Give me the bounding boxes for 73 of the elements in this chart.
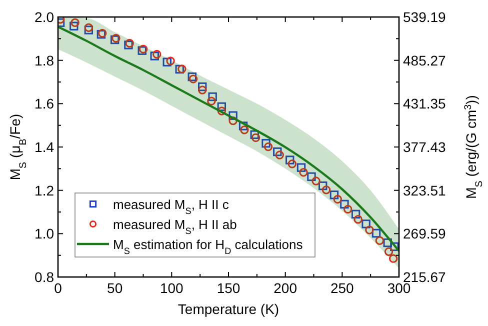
- x-tick-label: 200: [274, 280, 298, 296]
- x-tick-label: 50: [107, 280, 123, 296]
- point: [384, 247, 394, 256]
- point: [150, 52, 159, 60]
- point: [286, 156, 294, 164]
- point: [383, 238, 392, 248]
- y2-tick-label: 431.35: [403, 96, 446, 112]
- point: [70, 22, 78, 30]
- point: [296, 163, 306, 172]
- point: [333, 194, 342, 204]
- point: [162, 58, 172, 66]
- y-tick-label: 2.0: [34, 9, 54, 25]
- y2-tick-label: 539.19: [403, 9, 446, 25]
- point: [264, 142, 273, 152]
- x-tick-label: 100: [160, 280, 184, 296]
- point: [354, 215, 362, 224]
- point: [198, 86, 207, 94]
- point: [250, 130, 259, 139]
- point: [312, 176, 320, 186]
- y2-tick-label: 377.43: [403, 139, 446, 155]
- point: [208, 92, 217, 102]
- x-tick-label: 0: [54, 280, 62, 296]
- point: [207, 96, 216, 106]
- point: [188, 72, 196, 82]
- point: [240, 126, 249, 134]
- y-tick-label: 1.2: [34, 182, 54, 198]
- point: [372, 228, 381, 238]
- point: [238, 122, 248, 130]
- point: [288, 160, 297, 168]
- point: [251, 133, 260, 142]
- point: [299, 168, 308, 177]
- legend-label: M$_{S}$ estimation for H$_{D}$ calculations: [113, 237, 304, 256]
- point: [175, 64, 184, 74]
- legend-label: measured M$_{S}$, H II c: [113, 197, 230, 216]
- y2-tick-label: 269.59: [403, 226, 446, 242]
- point: [178, 64, 186, 74]
- y-tick-label: 1.6: [34, 96, 54, 112]
- y2-tick-label: 323.51: [403, 182, 446, 198]
- point: [330, 190, 339, 200]
- point: [152, 50, 162, 59]
- point: [362, 220, 370, 228]
- x-tick-label: 150: [216, 280, 240, 296]
- point: [275, 150, 284, 160]
- point: [390, 242, 399, 252]
- point: [166, 56, 175, 66]
- point: [344, 204, 352, 214]
- point: [388, 254, 398, 263]
- point: [365, 226, 374, 234]
- point: [318, 181, 328, 190]
- x-tick-label: 250: [330, 280, 354, 296]
- legend-label: measured M$_{S}$, H II ab: [113, 217, 237, 236]
- point: [375, 236, 384, 245]
- point: [188, 74, 198, 84]
- point: [228, 111, 238, 120]
- y2-tick-label: 485.27: [403, 52, 446, 68]
- y-tick-label: 1.8: [34, 52, 54, 68]
- x-axis-title: Temperature (K): [178, 301, 280, 317]
- point: [340, 200, 349, 209]
- point: [217, 106, 226, 116]
- point: [307, 172, 316, 182]
- y-tick-label: 1.4: [34, 139, 54, 155]
- point: [351, 210, 360, 219]
- point: [198, 82, 207, 92]
- point: [84, 23, 94, 32]
- point: [322, 186, 331, 194]
- point: [228, 116, 238, 126]
- point: [84, 26, 94, 34]
- point: [273, 147, 282, 156]
- y-tick-label: 0.8: [34, 269, 54, 285]
- point: [70, 18, 80, 27]
- point: [217, 102, 226, 112]
- point: [262, 138, 270, 148]
- y-tick-label: 1.0: [34, 226, 54, 242]
